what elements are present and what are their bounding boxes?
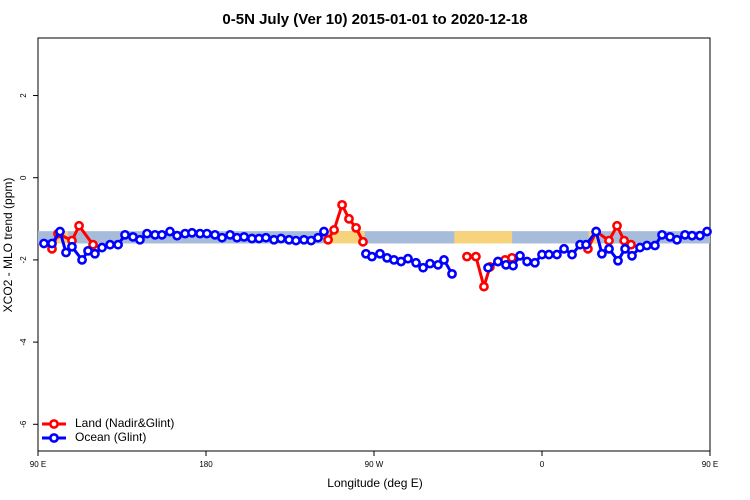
legend-label: Ocean (Glint) (75, 430, 146, 444)
point (642, 240, 652, 251)
point (433, 259, 443, 270)
point (604, 235, 614, 246)
series-line (50, 200, 632, 293)
point (479, 281, 489, 292)
point (187, 227, 197, 238)
point (552, 249, 562, 260)
point (604, 243, 614, 254)
land-strip (329, 231, 365, 244)
point (695, 230, 705, 241)
point (650, 240, 660, 251)
point (217, 232, 227, 243)
point (515, 250, 525, 261)
legend-label: Land (Nadir&Glint) (75, 416, 174, 430)
point (165, 226, 175, 237)
point (657, 229, 667, 240)
point (105, 239, 115, 250)
point (702, 226, 712, 237)
point (74, 220, 84, 231)
point (559, 243, 569, 254)
x-tick-label: 90 E (702, 460, 718, 469)
point (530, 257, 540, 268)
point (418, 262, 428, 273)
point (97, 242, 107, 253)
point (55, 226, 65, 237)
point (276, 233, 286, 244)
y-tick-label: -6 (19, 420, 28, 428)
x-tick-label: 180 (199, 460, 213, 469)
point (239, 231, 249, 242)
point (291, 235, 301, 246)
point (202, 228, 212, 239)
point (67, 241, 77, 252)
point (61, 247, 71, 258)
point (522, 256, 532, 267)
point (329, 225, 339, 235)
point (157, 229, 167, 240)
x-tick-label: 0 (540, 460, 545, 469)
point (567, 249, 577, 260)
x-axis-label: Longitude (deg E) (327, 476, 422, 490)
point (612, 220, 622, 231)
point (439, 255, 449, 265)
point (358, 236, 368, 247)
point (337, 199, 347, 210)
point (142, 228, 152, 239)
point (627, 250, 637, 261)
point (313, 232, 323, 243)
y-tick-label: -4 (19, 338, 28, 346)
x-tick-label: 90 E (30, 460, 46, 469)
point (447, 268, 457, 279)
point (483, 262, 493, 273)
point (493, 256, 503, 267)
y-tick-label: -2 (19, 256, 28, 264)
y-axis-label: XCO2 - MLO trend (ppm) (1, 178, 15, 313)
point (403, 253, 413, 264)
point (613, 255, 623, 266)
point (88, 239, 98, 250)
point (462, 251, 472, 262)
point (687, 230, 697, 241)
point (135, 234, 145, 245)
chart-title: 0-5N July (Ver 10) 2015-01-01 to 2020-12… (222, 11, 527, 28)
land-strip (454, 231, 513, 244)
point (597, 248, 607, 259)
point (508, 260, 518, 271)
point (120, 229, 130, 240)
x-tick-label: 90 W (365, 460, 384, 469)
point (425, 258, 435, 269)
legend-marker (49, 433, 59, 443)
legend-marker (49, 419, 59, 429)
point (471, 251, 481, 262)
point (367, 251, 377, 262)
point (113, 239, 123, 250)
point (172, 230, 182, 241)
point (344, 213, 354, 224)
point (591, 226, 602, 237)
point (581, 239, 591, 250)
point (411, 257, 421, 268)
point (319, 226, 329, 237)
point (39, 238, 49, 249)
point (77, 255, 87, 265)
point (620, 243, 630, 254)
y-tick-label: 2 (19, 93, 28, 98)
point (507, 252, 517, 263)
point (351, 222, 361, 233)
point (375, 248, 385, 259)
point (261, 232, 271, 243)
point (323, 234, 333, 245)
point (47, 238, 57, 249)
point (672, 234, 682, 245)
y-tick-label: 0 (19, 175, 28, 180)
point (544, 249, 554, 260)
point (90, 248, 100, 259)
